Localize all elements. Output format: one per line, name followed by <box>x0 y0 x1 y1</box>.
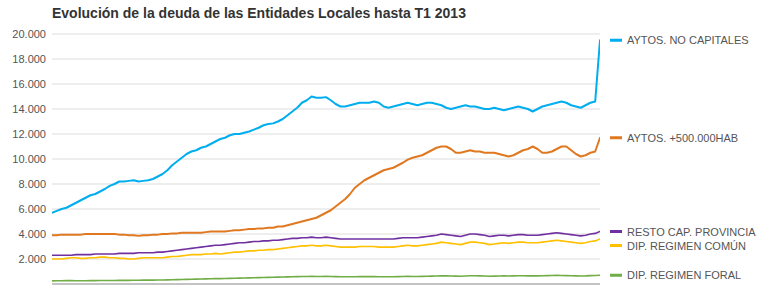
y-tick-label: 12.000 <box>12 128 46 140</box>
y-tick-label: 6.000 <box>18 203 46 215</box>
legend-label: AYTOS. +500.000HAB <box>627 132 738 144</box>
y-tick-label: 8.000 <box>18 178 46 190</box>
chart-title: Evolución de la deuda de las Entidades L… <box>52 5 466 21</box>
y-tick-label: 14.000 <box>12 103 46 115</box>
grid-line <box>52 134 600 135</box>
chart-container: Evolución de la deuda de las Entidades L… <box>0 0 760 300</box>
legend-swatch <box>610 136 622 139</box>
legend-label: AYTOS. NO CAPITALES <box>627 34 749 46</box>
chart-svg: Evolución de la deuda de las Entidades L… <box>0 0 760 300</box>
y-tick-label: 4.000 <box>18 228 46 240</box>
series-line <box>52 239 600 259</box>
legend-label: RESTO CAP. PROVINCIA <box>627 226 756 238</box>
series-line <box>52 40 600 213</box>
lines <box>52 40 600 281</box>
legend-swatch <box>610 39 622 42</box>
series-line <box>52 138 600 236</box>
grid-line <box>52 84 600 85</box>
grid-line <box>52 159 600 160</box>
series-line <box>52 232 600 256</box>
series-line <box>52 275 600 281</box>
y-tick-label: 10.000 <box>12 153 46 165</box>
legend-label: DIP. REGIMEN FORAL <box>627 269 741 281</box>
legend-swatch <box>610 274 622 277</box>
grid-line <box>52 59 600 60</box>
grid-line <box>52 184 600 185</box>
legend-label: DIP. REGIMEN COMÚN <box>627 240 746 252</box>
grid-line <box>52 109 600 110</box>
grid-line <box>52 209 600 210</box>
grid <box>52 34 600 259</box>
legend-swatch <box>610 230 622 233</box>
y-tick-label: 20.000 <box>12 28 46 40</box>
legend: AYTOS. NO CAPITALES AYTOS. +500.000HAB RES… <box>610 34 756 281</box>
y-tick-label: 18.000 <box>12 53 46 65</box>
legend-swatch <box>610 244 622 247</box>
x-axis-line <box>52 284 600 285</box>
y-tick-label: 2.000 <box>18 253 46 265</box>
grid-line <box>52 34 600 35</box>
y-tick-label: 16.000 <box>12 78 46 90</box>
